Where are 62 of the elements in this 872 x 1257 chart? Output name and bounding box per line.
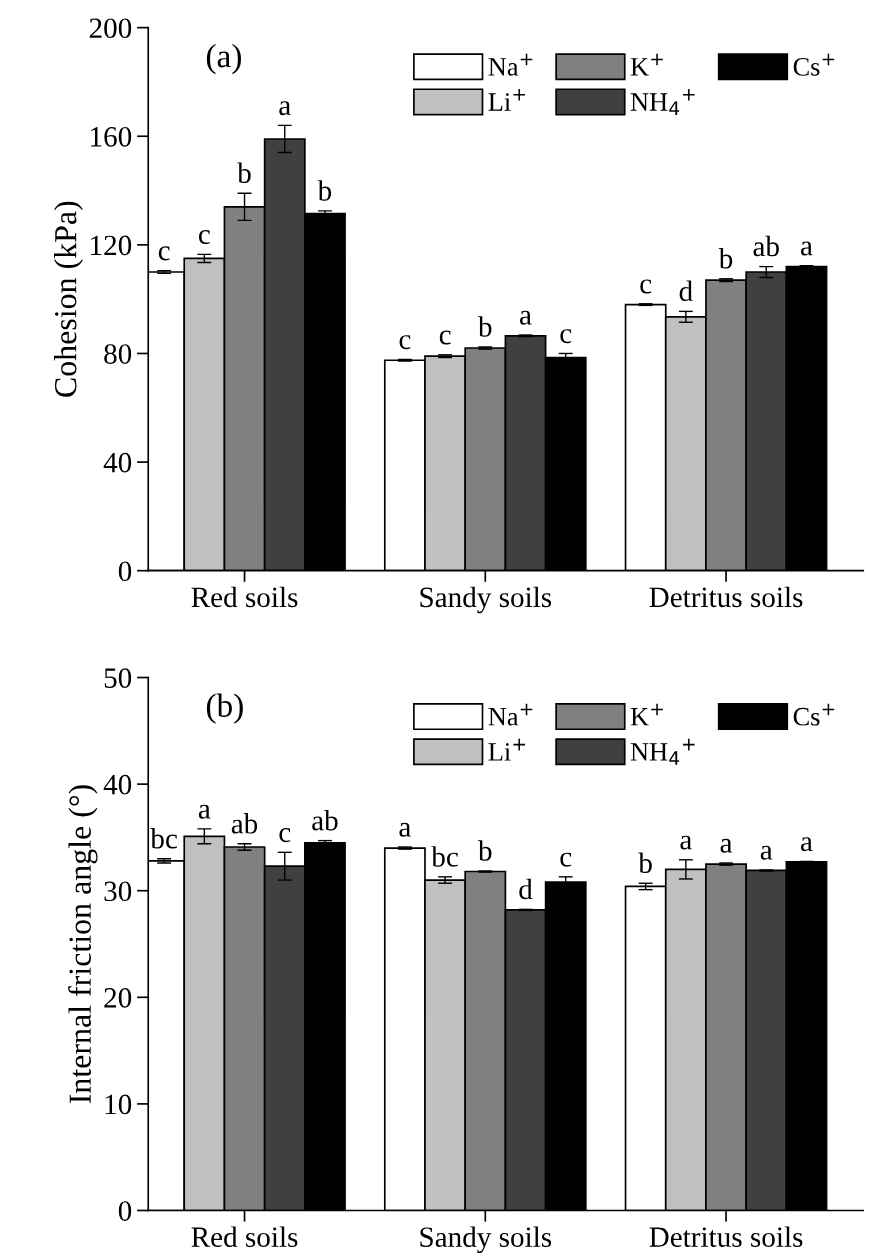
- data-label: a: [801, 837, 813, 852]
- data-label: a: [720, 838, 733, 853]
- y-tick-label: 0: [118, 1201, 132, 1221]
- data-label: c: [158, 246, 170, 261]
- annotation: (b): [206, 693, 243, 724]
- y-tick-label: 30: [104, 881, 132, 902]
- data-label: b: [718, 248, 733, 269]
- x-tick-label: Detritus soils: [649, 1226, 803, 1247]
- y-tick-label: 50: [104, 668, 132, 688]
- data-label: a: [279, 101, 291, 116]
- y-tick-label: 120: [91, 235, 132, 256]
- data-label: bc: [431, 846, 458, 867]
- data-label: bc: [150, 828, 177, 849]
- data-label: ab: [753, 235, 779, 257]
- data-label: b: [237, 162, 251, 184]
- data-label: c: [439, 330, 451, 345]
- x-tick-label: Sandy soils: [420, 1226, 552, 1253]
- legend-label: Cs$^{+}$: [793, 53, 835, 76]
- legend-label: Na$^{+}$: [488, 53, 533, 76]
- data-label: a: [520, 310, 532, 325]
- data-label: ab: [312, 809, 338, 831]
- x-tick-label: Detritus soils: [649, 586, 803, 608]
- data-label: c: [560, 329, 572, 344]
- y-tick-label: 40: [103, 452, 132, 473]
- data-label: a: [198, 804, 211, 819]
- data-label: d: [679, 280, 693, 302]
- data-label: b: [638, 852, 652, 874]
- x-tick-label: Red soils: [191, 586, 298, 608]
- legend-label: Na$^{+}$: [488, 703, 533, 726]
- data-label: ab: [231, 813, 258, 834]
- y-tick-label: 10: [105, 1094, 132, 1115]
- legend-label: Cs$^{+}$: [793, 703, 835, 726]
- data-label: c: [640, 279, 652, 294]
- annotation: (a): [206, 43, 241, 75]
- legend-label: NH$_{4}$$^{+}$: [630, 88, 695, 115]
- data-label: a: [760, 845, 773, 860]
- data-label: a: [399, 822, 411, 837]
- legend-label: NH$_{4}$$^{+}$: [630, 738, 695, 765]
- legend-label: K$^{+}$: [630, 703, 663, 726]
- data-label: b: [317, 180, 332, 201]
- y-axis-title: Cohesion (kPa): [53, 201, 83, 397]
- data-label: b: [478, 840, 492, 861]
- data-label: d: [519, 878, 533, 900]
- y-tick-label: 0: [118, 561, 132, 582]
- y-tick-label: 40: [103, 774, 132, 795]
- data-label: a: [801, 241, 813, 256]
- x-tick-label: Sandy soils: [420, 586, 552, 614]
- x-tick-label: Red soils: [191, 1226, 298, 1247]
- data-label: c: [198, 230, 210, 245]
- y-tick-label: 20: [104, 988, 132, 1008]
- y-tick-label: 200: [89, 18, 132, 39]
- data-label: c: [279, 828, 291, 843]
- data-label: c: [399, 335, 411, 350]
- data-label: a: [680, 835, 692, 850]
- y-axis-title: Internal friction angle (°): [68, 785, 98, 1104]
- legend-label: Li$^{+}$: [488, 88, 525, 111]
- legend-label: K$^{+}$: [630, 53, 663, 76]
- legend-label: Li$^{+}$: [488, 738, 525, 761]
- data-label: b: [478, 316, 492, 337]
- y-tick-label: 80: [104, 344, 132, 364]
- data-label: c: [560, 852, 572, 867]
- y-tick-label: 160: [91, 126, 132, 147]
